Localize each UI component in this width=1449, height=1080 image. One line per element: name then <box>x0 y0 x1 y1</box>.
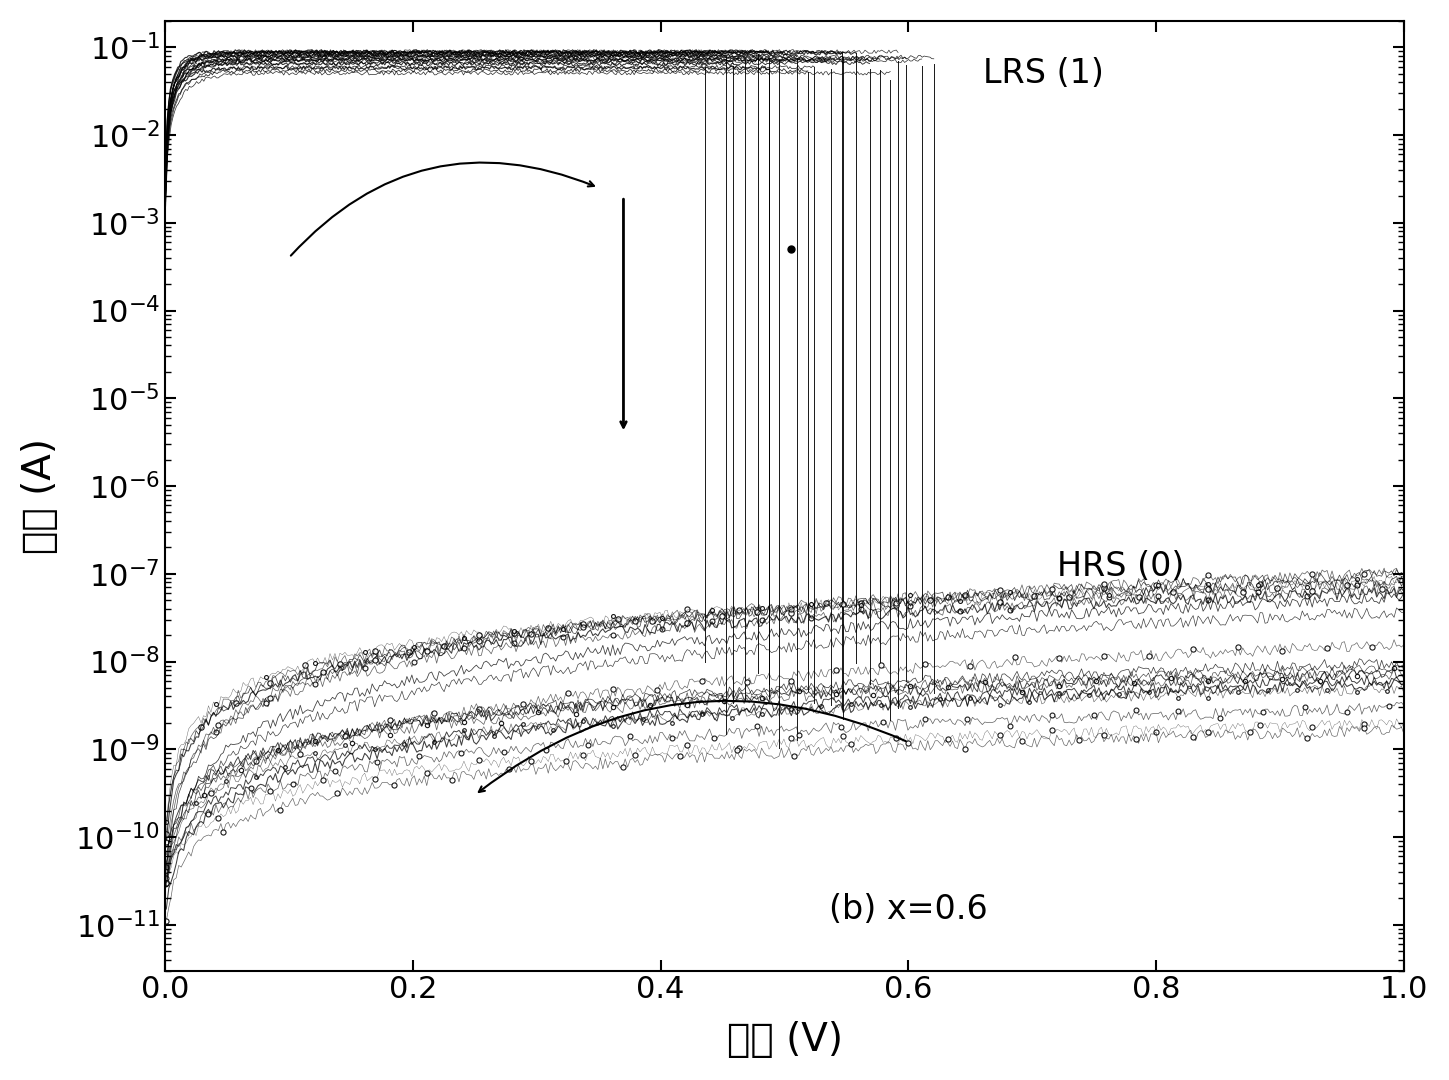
Text: HRS (0): HRS (0) <box>1058 551 1184 583</box>
Text: LRS (1): LRS (1) <box>982 57 1104 90</box>
X-axis label: 电压 (V): 电压 (V) <box>726 1022 842 1059</box>
Y-axis label: 电流 (A): 电流 (A) <box>20 437 59 554</box>
Text: (b) x=0.6: (b) x=0.6 <box>829 893 988 926</box>
